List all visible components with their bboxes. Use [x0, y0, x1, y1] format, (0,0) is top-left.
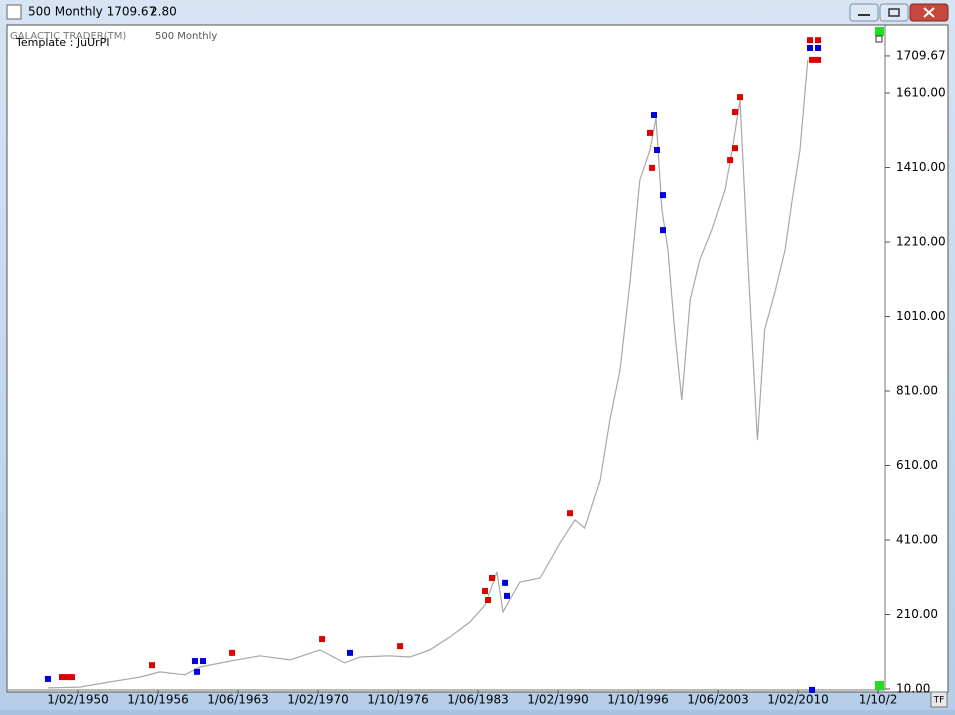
chart-area	[6, 24, 949, 693]
chart-title: 500 Monthly	[155, 31, 217, 42]
window-change: 2.80	[150, 5, 177, 19]
signal-marker	[566, 510, 573, 517]
y-tick-label: 210.00	[896, 607, 938, 621]
minimize-button[interactable]	[849, 3, 879, 22]
signal-marker	[68, 674, 75, 681]
signal-marker	[815, 56, 822, 63]
signal-marker	[809, 686, 816, 693]
y-tick-label: 1610.00	[896, 86, 946, 100]
window-title: 500 Monthly 1709.67	[28, 5, 156, 19]
x-tick-label: 1/02/2010	[767, 693, 829, 707]
y-tick-label: 1010.00	[896, 309, 946, 323]
signal-marker	[806, 37, 813, 44]
corner-marker	[875, 27, 884, 36]
y-tick-label: 810.00	[896, 384, 938, 398]
y-tick-label: 1210.00	[896, 235, 946, 249]
x-tick-label: 1/10/1996	[607, 693, 669, 707]
signal-marker	[659, 227, 666, 234]
maximize-button[interactable]	[879, 3, 909, 22]
signal-marker	[347, 649, 354, 656]
y-tick-label: 610.00	[896, 458, 938, 472]
signal-marker	[647, 129, 654, 136]
x-tick-label: 1/02/1990	[527, 693, 589, 707]
price-line	[48, 59, 809, 689]
x-tick-label: 1/02/1950	[47, 693, 109, 707]
signal-marker	[809, 56, 816, 63]
signal-marker	[319, 636, 326, 643]
signal-marker	[149, 662, 156, 669]
signal-marker	[731, 109, 738, 116]
signal-marker	[44, 675, 51, 682]
x-tick-label: 1/06/1963	[207, 693, 269, 707]
signal-marker	[503, 592, 510, 599]
signal-marker	[815, 44, 822, 51]
x-tick-label: 1/02/1970	[287, 693, 349, 707]
tf-button-label[interactable]: TF	[933, 696, 945, 706]
signal-marker	[806, 44, 813, 51]
signal-marker	[502, 579, 509, 586]
signal-marker	[659, 192, 666, 199]
template-label: Template : JuUrPl	[15, 36, 109, 49]
signal-marker	[397, 643, 404, 650]
signal-marker	[482, 588, 489, 595]
signal-marker	[485, 596, 492, 603]
signal-marker	[200, 658, 207, 665]
x-tick-label: 1/06/1983	[447, 693, 509, 707]
signal-marker	[65, 674, 72, 681]
signal-marker	[737, 94, 744, 101]
signal-marker	[731, 145, 738, 152]
chart-header: GALACTIC TRADER(TM)	[10, 31, 126, 42]
x-tick-label: 1/10/1976	[367, 693, 429, 707]
signal-marker	[649, 164, 656, 171]
x-tick-label: 1/06/2003	[687, 693, 749, 707]
app-icon	[6, 4, 22, 20]
x-tick-label: 1/10/1956	[127, 693, 189, 707]
signal-marker	[59, 674, 66, 681]
y-tick-label: 410.00	[896, 533, 938, 547]
x-tick-label: 1/10/2	[859, 693, 898, 707]
signal-marker	[488, 574, 495, 581]
signal-marker	[194, 668, 201, 675]
corner-marker	[875, 681, 884, 690]
signal-marker	[650, 112, 657, 119]
y-tick-label: 1709.67	[896, 48, 946, 62]
toggle-box[interactable]	[875, 35, 883, 43]
signal-marker	[653, 147, 660, 154]
signal-marker	[815, 37, 822, 44]
y-tick-label: 1410.00	[896, 160, 946, 174]
signal-marker	[191, 658, 198, 665]
tf-button[interactable]	[930, 691, 948, 708]
signal-marker	[229, 649, 236, 656]
signal-marker	[727, 157, 734, 164]
y-tick-label: 10.00	[896, 681, 930, 695]
